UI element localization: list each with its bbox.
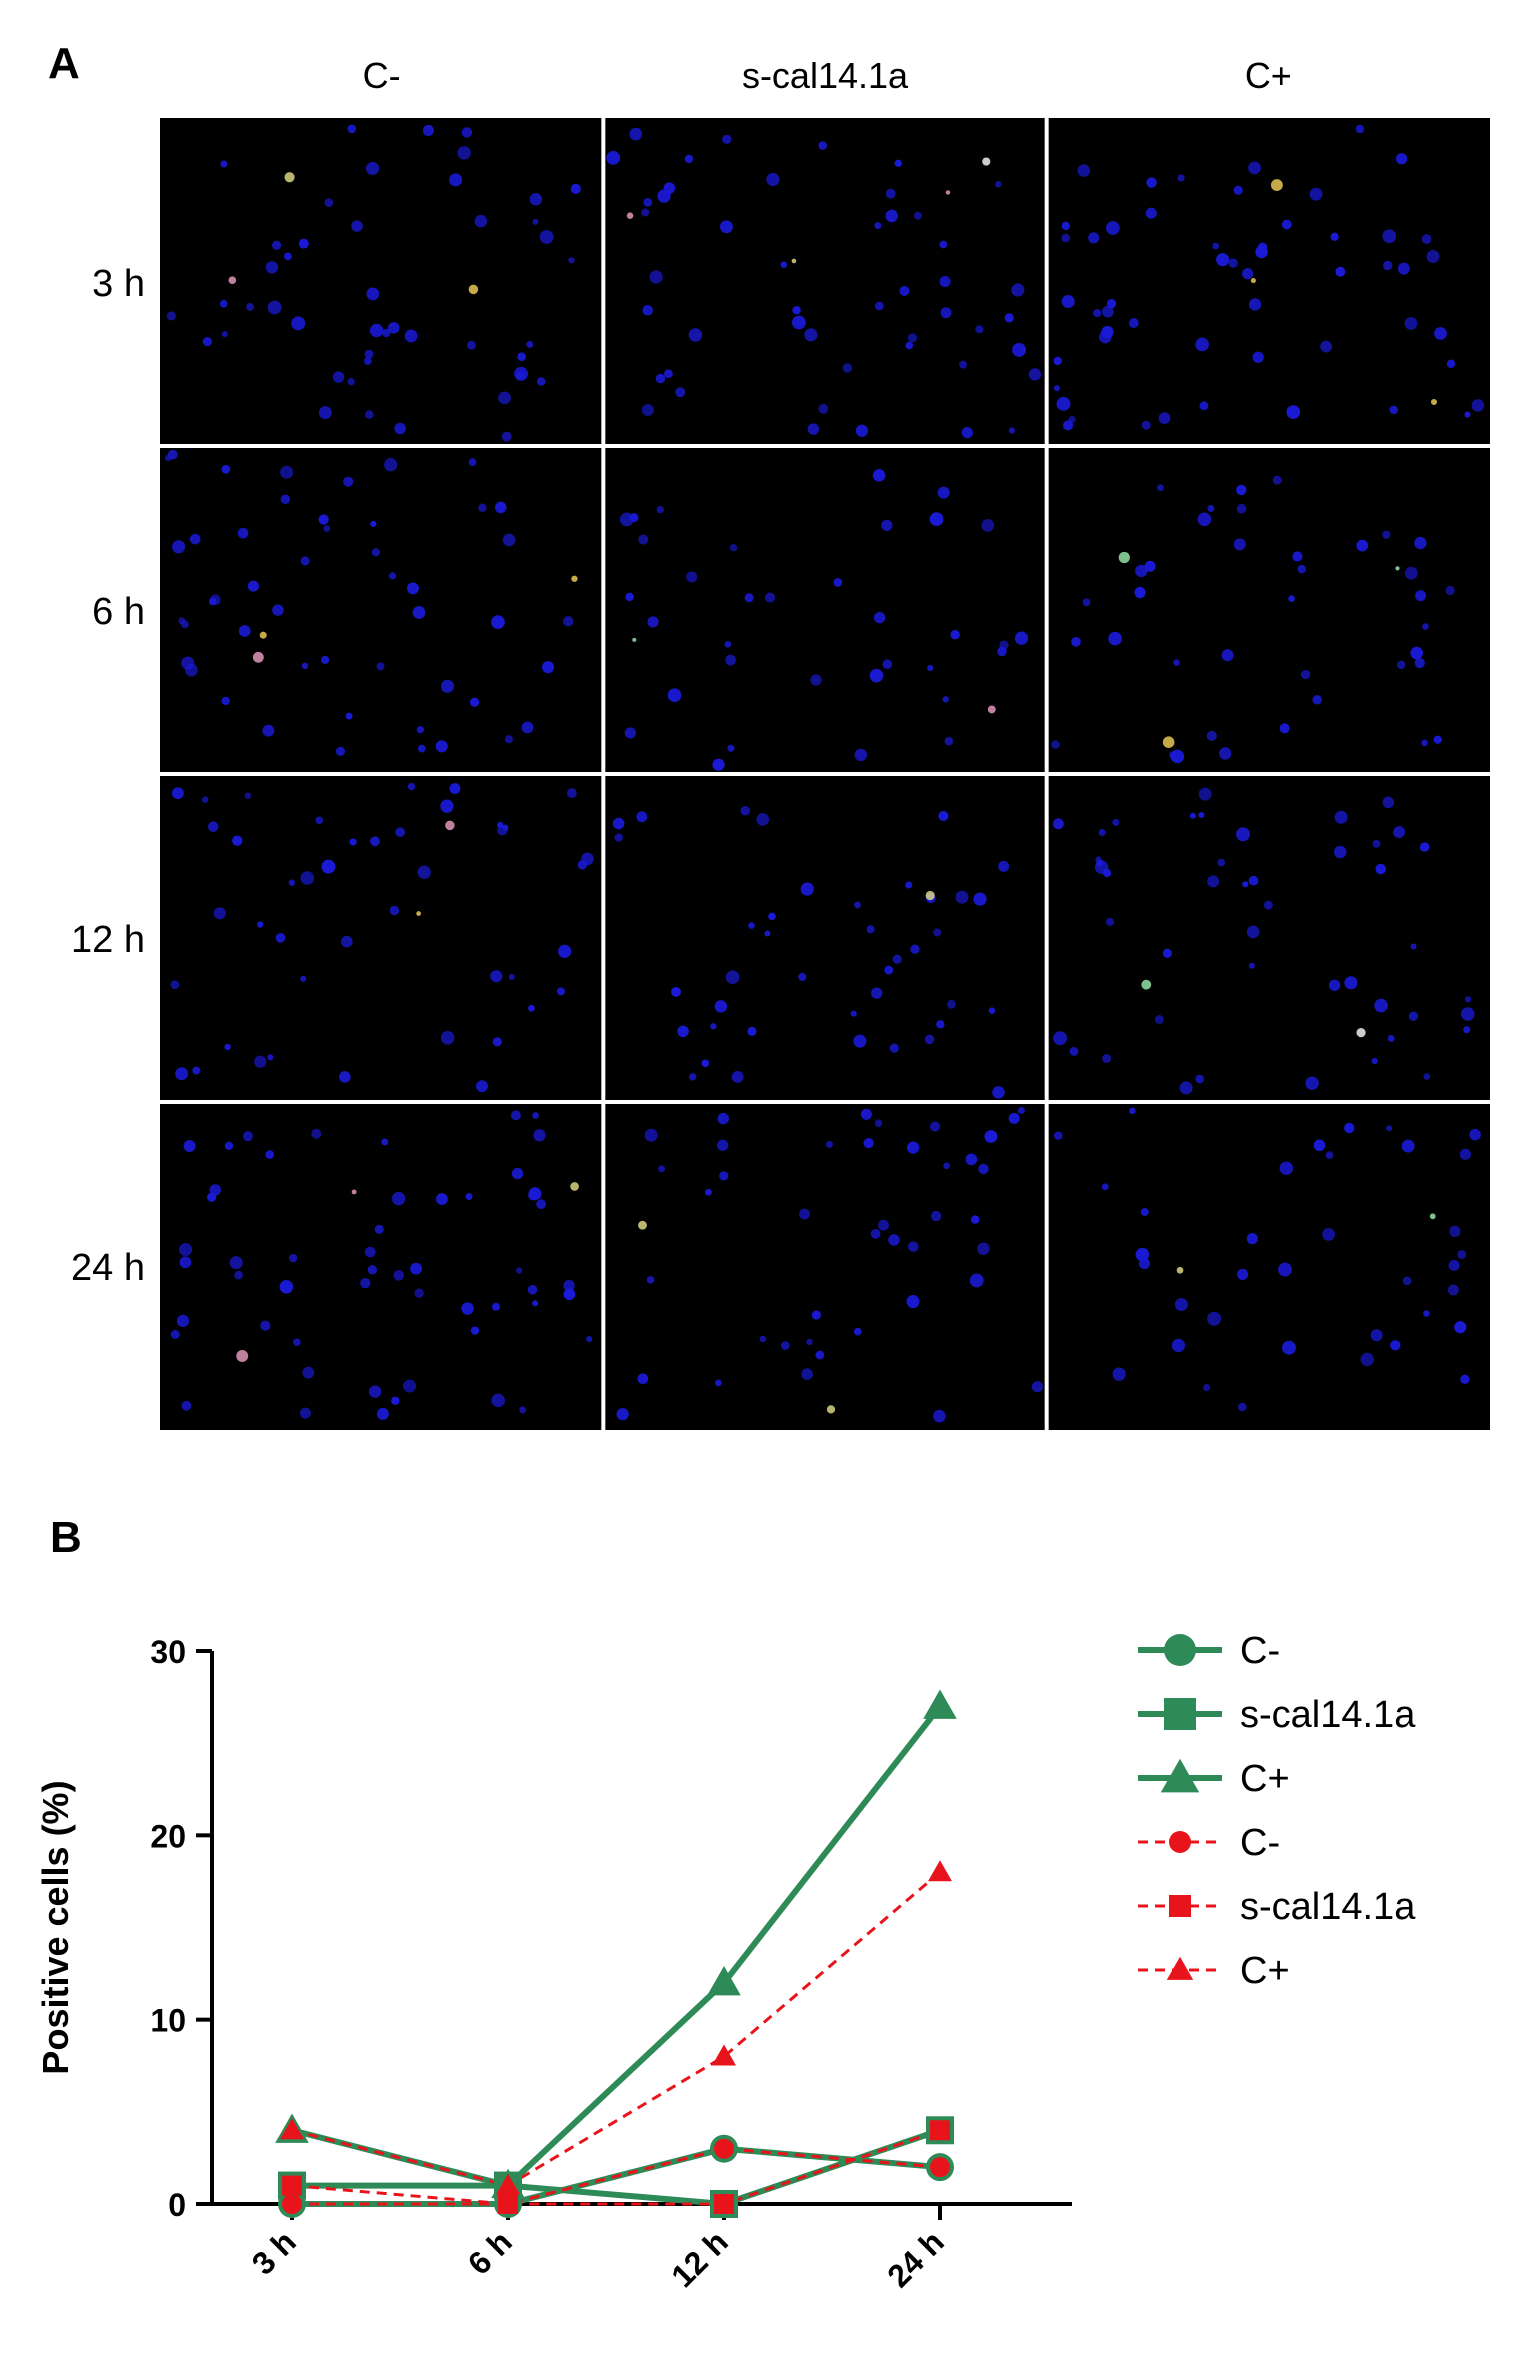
legend-entry-3: C-: [1138, 1822, 1280, 1864]
column-labels: C-s-cal14.1a C+: [363, 55, 1292, 96]
chart-legend: C-s-cal14.1a C+ C-s-cal14.1a C+: [1138, 1630, 1416, 1992]
legend-label: s-cal14.1a: [1240, 1886, 1416, 1928]
x-tick-label-3-h: 3 h: [245, 2223, 303, 2281]
legend-label: C+: [1240, 1758, 1290, 1800]
data-point-c-3-h: [280, 2118, 304, 2140]
micrograph-s-cal14-1a-12-h: [603, 774, 1047, 1102]
row-label-12-h: 12 h: [71, 919, 145, 961]
series-2-c-solid: [291, 1704, 943, 2189]
series-5-c-dashed: [291, 1871, 941, 2188]
legend-marker: [1164, 1634, 1196, 1666]
series-3-c-dashed: [292, 2147, 941, 2206]
series-line: [291, 1871, 941, 2188]
legend-marker: [1169, 1895, 1191, 1917]
row-label-24-h: 24 h: [71, 1247, 145, 1289]
legend-entry-5: C+: [1138, 1950, 1290, 1992]
x-tick-label-6-h: 6 h: [461, 2223, 519, 2281]
micrograph-c-24-h: [160, 1102, 604, 1430]
legend-marker: [1166, 1956, 1194, 1980]
micrograph-s-cal14-1a-24-h: [603, 1102, 1047, 1430]
series-markers-5: [280, 1860, 952, 2195]
data-point-s-cal14-1a-3-h: [282, 2175, 302, 2196]
legend-marker: [1164, 1698, 1196, 1730]
legend-marker: [1169, 1831, 1191, 1853]
micrograph-c-6-h: [160, 446, 604, 774]
y-tick-label-30: 30: [150, 1634, 186, 1670]
line-chart: 0 10 20 30 3 h 6 h 12 h 24 h Positive cells (%): [35, 1634, 1072, 2294]
data-point-c-24-h: [928, 1860, 952, 1882]
legend-entry-0: C-: [1138, 1630, 1280, 1672]
legend-label: s-cal14.1a: [1240, 1694, 1416, 1736]
micrograph-grid: [160, 118, 1490, 1430]
data-point-c-24-h: [930, 2157, 950, 2178]
legend-marker: [1160, 1758, 1200, 1793]
y-axis-title: Positive cells (%): [35, 1780, 76, 2074]
row-labels: 3 h 6 h 12 h 24 h: [71, 263, 145, 1289]
legend-label: C+: [1240, 1950, 1290, 1992]
data-point-s-cal14-1a-24-h: [930, 2120, 950, 2141]
micrograph-s-cal14-1a-6-h: [603, 446, 1047, 774]
micrograph-c-12-h: [160, 774, 604, 1102]
series-4-s-cal14-1a-dashed: [291, 2128, 941, 2206]
data-point-c-12-h: [707, 1966, 741, 1996]
micrograph-c-6-h: [1046, 446, 1490, 774]
micrograph-c-3-h: [160, 118, 604, 446]
x-tick-label-12-h: 12 h: [664, 2223, 735, 2294]
series-line: [292, 2127, 941, 2208]
panel-b-letter: B: [50, 1513, 82, 1562]
micrograph-c-24-h: [1046, 1102, 1490, 1430]
series-line: [291, 2128, 941, 2206]
row-label-3-h: 3 h: [92, 263, 145, 305]
data-point-c-6-h: [496, 2173, 520, 2195]
micrograph-c-12-h: [1046, 774, 1490, 1102]
micrograph-s-cal14-1a-3-h: [603, 118, 1047, 446]
legend-label: C-: [1240, 1630, 1280, 1672]
series-line: [292, 2147, 941, 2206]
legend-label: C-: [1240, 1822, 1280, 1864]
legend-entry-4: s-cal14.1a: [1138, 1886, 1416, 1928]
data-point-s-cal14-1a-12-h: [714, 2194, 734, 2214]
y-tick-label-0: 0: [168, 2187, 186, 2223]
legend-entry-1: s-cal14.1a: [1138, 1694, 1416, 1736]
data-point-c-12-h: [714, 2138, 734, 2159]
series-line: [291, 1704, 943, 2189]
panel-a-letter: A: [48, 39, 80, 88]
column-label-c: C+: [1245, 55, 1292, 96]
data-point-c-3-h: [282, 2194, 302, 2214]
data-point-c-24-h: [923, 1689, 957, 1719]
series-markers-4: [282, 2120, 950, 2214]
data-point-c-12-h: [712, 2044, 736, 2066]
row-label-6-h: 6 h: [92, 591, 145, 633]
column-label-c: C-: [363, 55, 401, 96]
micrograph-c-3-h: [1046, 118, 1490, 446]
y-tick-label-20: 20: [150, 1818, 186, 1854]
series-1-s-cal14-1a-solid: [292, 2127, 941, 2208]
data-point-s-cal14-1a-6-h: [498, 2194, 518, 2214]
y-tick-label-10: 10: [150, 2003, 186, 2039]
x-tick-label-24-h: 24 h: [880, 2223, 951, 2294]
legend-entry-2: C+: [1138, 1758, 1290, 1800]
column-label-s-cal14-1a: s-cal14.1a: [742, 55, 909, 96]
